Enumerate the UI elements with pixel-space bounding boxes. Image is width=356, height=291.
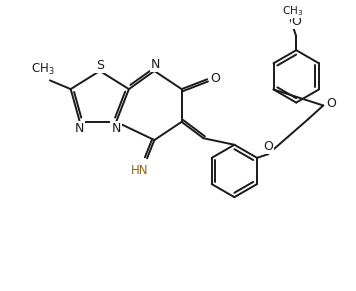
Text: N: N [151, 58, 160, 71]
Text: CH$_3$: CH$_3$ [31, 62, 54, 77]
Text: O: O [263, 141, 273, 153]
Text: CH$_3$: CH$_3$ [282, 4, 303, 18]
Text: O: O [326, 97, 336, 110]
Text: HN: HN [131, 164, 148, 177]
Text: O: O [210, 72, 220, 85]
Text: S: S [96, 58, 104, 72]
Text: N: N [111, 122, 121, 135]
Text: N: N [74, 122, 84, 135]
Text: O: O [291, 15, 301, 29]
